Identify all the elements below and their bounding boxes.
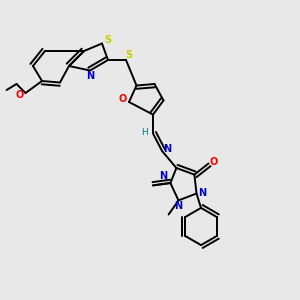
Text: N: N bbox=[159, 171, 167, 182]
Text: S: S bbox=[125, 50, 133, 60]
Text: O: O bbox=[210, 157, 218, 167]
Text: N: N bbox=[174, 201, 182, 212]
Text: O: O bbox=[118, 94, 127, 104]
Text: S: S bbox=[104, 35, 111, 45]
Text: H: H bbox=[141, 128, 148, 137]
Text: O: O bbox=[16, 89, 24, 100]
Text: N: N bbox=[163, 144, 172, 154]
Text: N: N bbox=[198, 188, 206, 198]
Text: N: N bbox=[86, 71, 94, 81]
